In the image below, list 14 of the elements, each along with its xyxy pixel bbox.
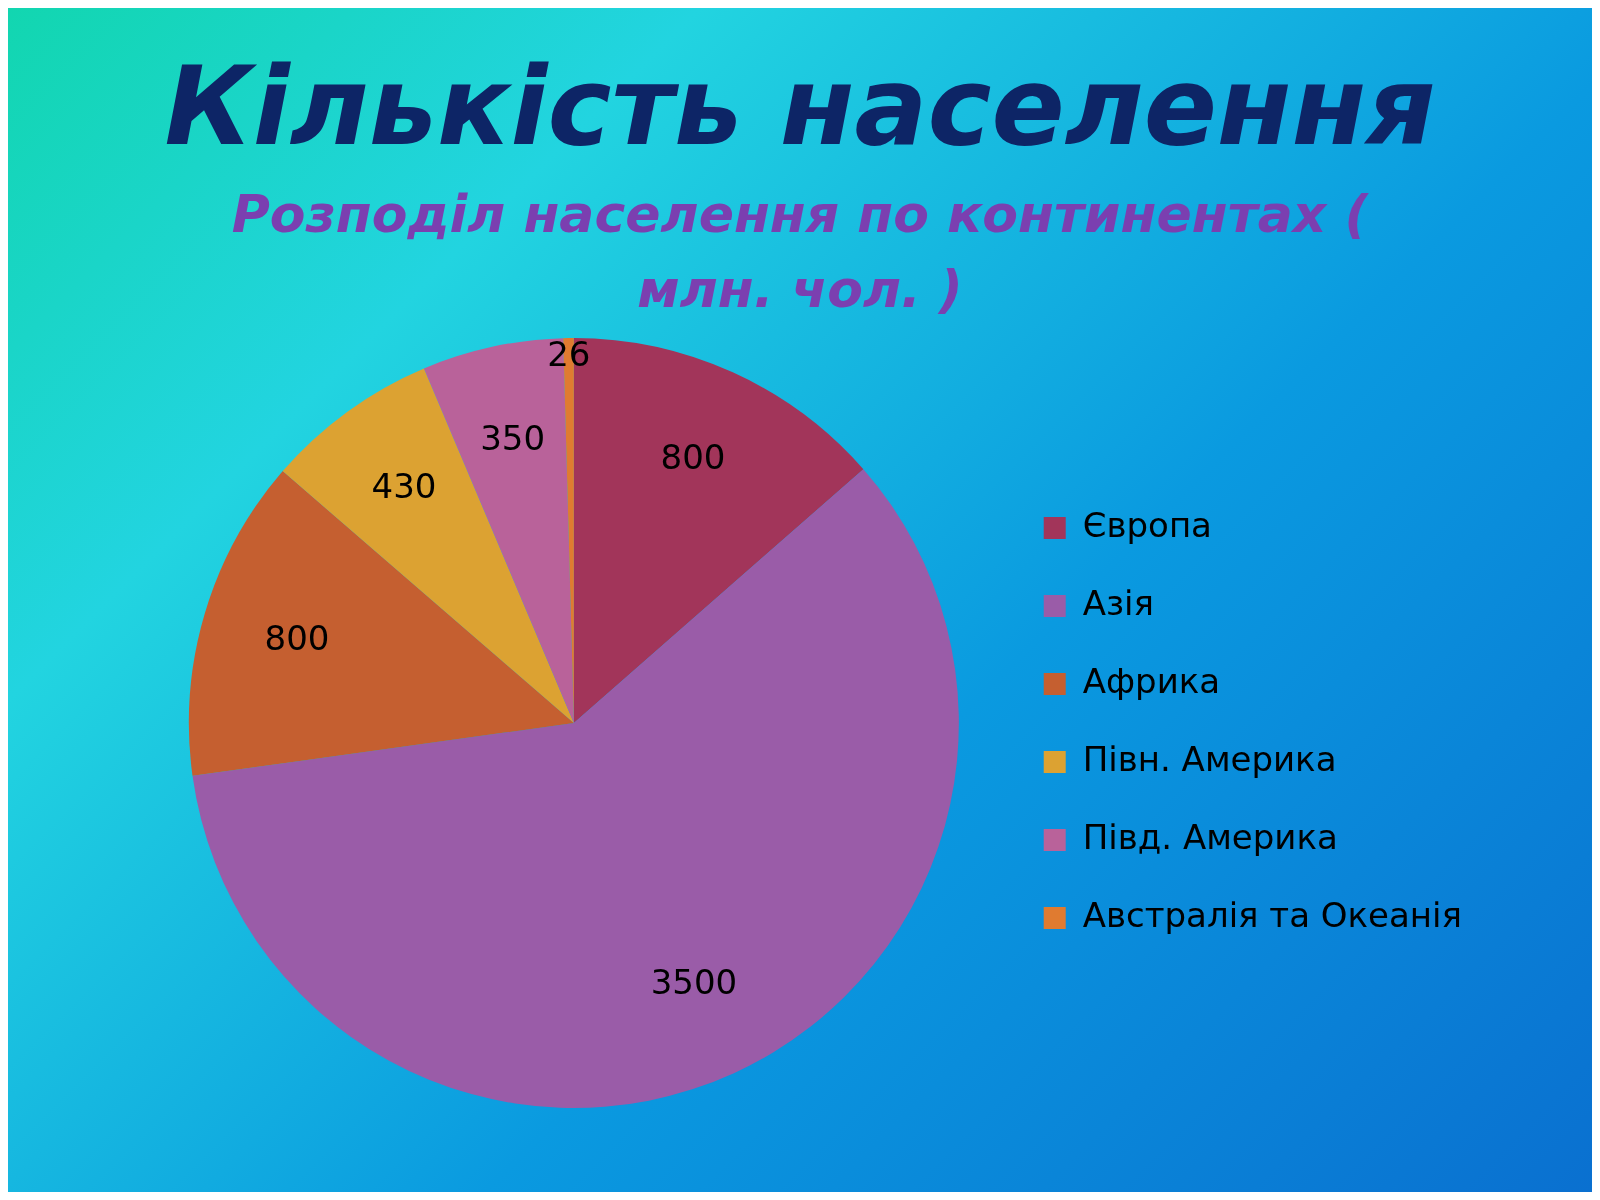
legend-label: Півн. Америка (1082, 738, 1337, 779)
data-label: 3500 (650, 962, 738, 1003)
chart-title: Кількість населення (163, 43, 1437, 169)
legend-label: Австралія та Океанія (1082, 894, 1462, 935)
data-label: 800 (660, 436, 726, 477)
data-label: 430 (371, 465, 437, 506)
legend-label: Африка (1082, 660, 1221, 701)
legend-label: Європа (1082, 504, 1212, 545)
legend-label: Азія (1082, 582, 1154, 623)
data-label: 350 (480, 417, 546, 458)
data-label: 26 (547, 333, 591, 374)
legend-label: Півд. Америка (1082, 816, 1338, 857)
chart-subtitle: Розподіл населення по континентах ( млн. чол. ) (230, 182, 1370, 322)
data-label: 800 (264, 617, 330, 658)
